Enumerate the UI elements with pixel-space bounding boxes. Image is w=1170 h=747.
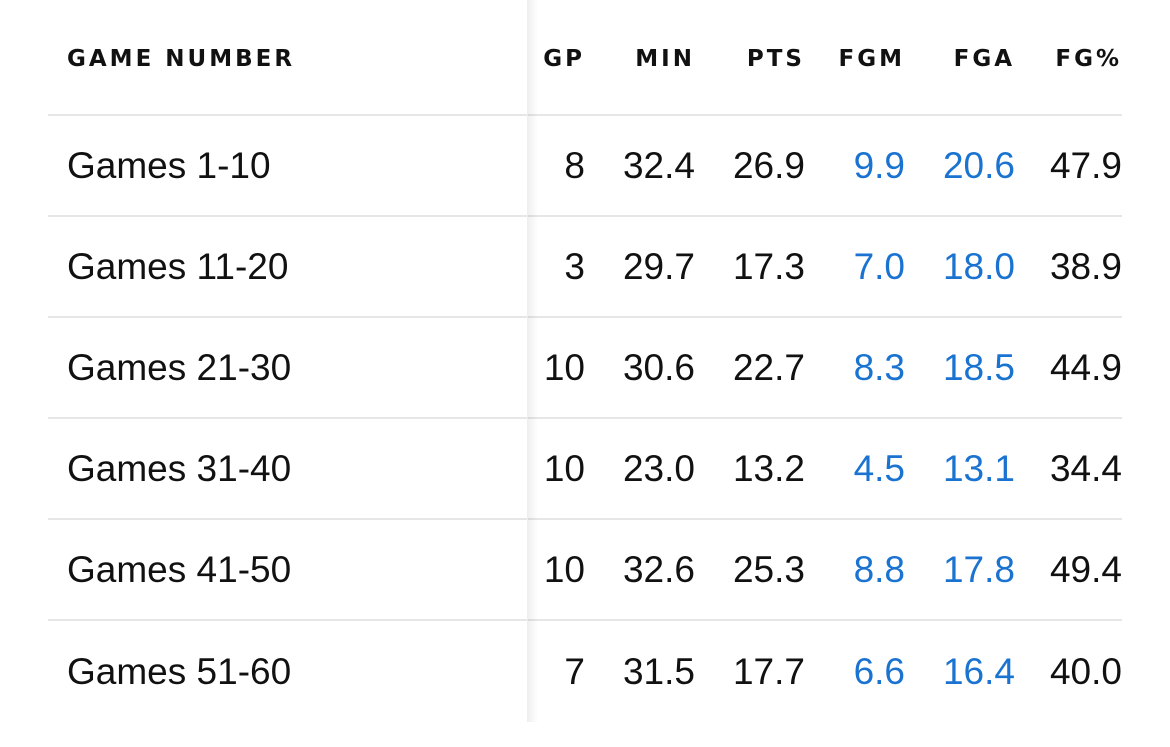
header-fga[interactable]: FGA <box>953 46 1015 72</box>
cell-min: 29.7 <box>622 245 695 287</box>
cell-fga-link[interactable]: 13.1 <box>942 447 1015 489</box>
cell-fga-link[interactable]: 18.5 <box>942 346 1015 388</box>
header-game-number[interactable]: GAME NUMBER <box>67 46 296 72</box>
row-label: Games 41-50 <box>67 548 292 590</box>
row-label: Games 31-40 <box>67 447 292 489</box>
cell-fgm-link[interactable]: 4.5 <box>853 447 905 489</box>
table-row: Games 41-50 10 32.6 25.3 8.8 17.8 49.4 <box>48 520 1122 621</box>
row-label: Games 51-60 <box>67 650 292 692</box>
cell-pts: 17.3 <box>732 245 805 287</box>
table-row: Games 11-20 3 29.7 17.3 7.0 18.0 38.9 <box>48 217 1122 318</box>
game-splits-table: GAME NUMBER GP MIN PTS FGM FGA FG% Games… <box>48 0 1122 722</box>
cell-fga-link[interactable]: 17.8 <box>942 548 1015 590</box>
cell-gp: 3 <box>564 245 585 287</box>
cell-fg-pct: 47.9 <box>1049 144 1122 186</box>
cell-fga-link[interactable]: 16.4 <box>942 650 1015 692</box>
cell-fgm-link[interactable]: 7.0 <box>853 245 905 287</box>
cell-fg-pct: 38.9 <box>1049 245 1122 287</box>
cell-fgm-link[interactable]: 9.9 <box>853 144 905 186</box>
cell-gp: 10 <box>543 447 585 489</box>
table-row: Games 1-10 8 32.4 26.9 9.9 20.6 47.9 <box>48 116 1122 217</box>
cell-pts: 25.3 <box>732 548 805 590</box>
header-min[interactable]: MIN <box>635 46 695 72</box>
cell-gp: 7 <box>564 650 585 692</box>
cell-pts: 26.9 <box>732 144 805 186</box>
row-label: Games 1-10 <box>67 144 271 186</box>
cell-min: 30.6 <box>622 346 695 388</box>
cell-min: 23.0 <box>622 447 695 489</box>
cell-fgm-link[interactable]: 8.8 <box>853 548 905 590</box>
table-row: Games 51-60 7 31.5 17.7 6.6 16.4 40.0 <box>48 621 1122 722</box>
cell-fg-pct: 44.9 <box>1049 346 1122 388</box>
header-pts[interactable]: PTS <box>746 46 805 72</box>
cell-gp: 8 <box>564 144 585 186</box>
cell-fgm-link[interactable]: 8.3 <box>853 346 905 388</box>
table-row: Games 21-30 10 30.6 22.7 8.3 18.5 44.9 <box>48 318 1122 419</box>
cell-pts: 22.7 <box>732 346 805 388</box>
header-fg-pct[interactable]: FG% <box>1055 46 1122 72</box>
cell-min: 31.5 <box>622 650 695 692</box>
cell-gp: 10 <box>543 346 585 388</box>
table-row: Games 31-40 10 23.0 13.2 4.5 13.1 34.4 <box>48 419 1122 520</box>
row-label: Games 21-30 <box>67 346 292 388</box>
cell-fga-link[interactable]: 18.0 <box>942 245 1015 287</box>
cell-fga-link[interactable]: 20.6 <box>942 144 1015 186</box>
cell-fg-pct: 49.4 <box>1049 548 1122 590</box>
cell-gp: 10 <box>543 548 585 590</box>
cell-min: 32.4 <box>622 144 695 186</box>
cell-fg-pct: 40.0 <box>1049 650 1122 692</box>
cell-fg-pct: 34.4 <box>1049 447 1122 489</box>
row-label: Games 11-20 <box>67 245 289 287</box>
table-header-row: GAME NUMBER GP MIN PTS FGM FGA FG% <box>48 0 1122 116</box>
header-gp[interactable]: GP <box>543 46 585 72</box>
header-fgm[interactable]: FGM <box>838 46 905 72</box>
cell-pts: 17.7 <box>732 650 805 692</box>
cell-fgm-link[interactable]: 6.6 <box>853 650 905 692</box>
cell-pts: 13.2 <box>732 447 805 489</box>
cell-min: 32.6 <box>622 548 695 590</box>
